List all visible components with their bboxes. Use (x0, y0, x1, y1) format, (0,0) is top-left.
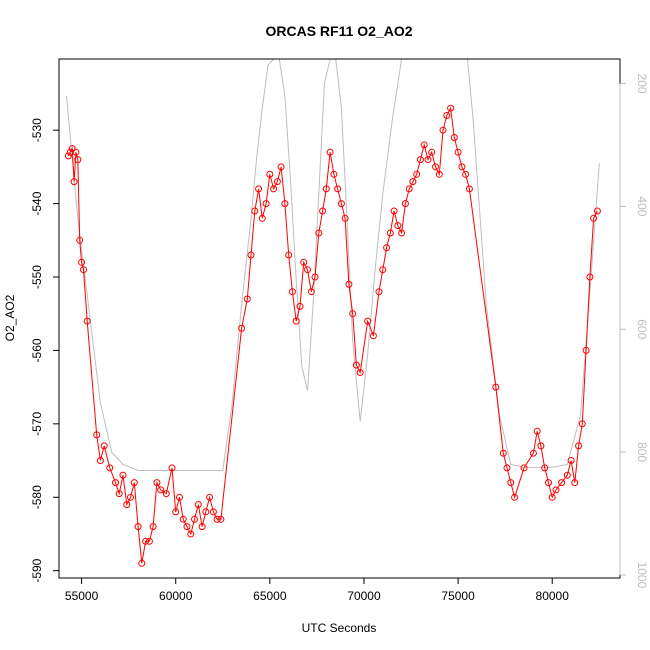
chart-title: ORCAS RF11 O2_AO2 (265, 23, 412, 39)
x-axis: 55000 60000 65000 70000 75000 80000 (65, 578, 569, 603)
y-tick-label: -590 (30, 558, 44, 582)
y2-tick-label: 400 (635, 196, 649, 216)
x-tick-label: 75000 (441, 589, 475, 603)
y-tick-label: -550 (30, 265, 44, 289)
y2-tick-label: 1000 (635, 562, 649, 589)
y-tick-label: -580 (30, 485, 44, 509)
y-axis: -590 -580 -570 -560 -550 -540 -530 (30, 118, 59, 583)
y-tick-label: -530 (30, 118, 44, 142)
pressure-series (67, 59, 600, 471)
y2-tick-label: 800 (635, 442, 649, 462)
x-tick-label: 80000 (536, 589, 570, 603)
x-tick-label: 60000 (159, 589, 193, 603)
y-axis-label: O2_AO2 (3, 294, 17, 341)
o2-series (65, 105, 600, 566)
x-tick-label: 65000 (253, 589, 287, 603)
y2-axis: 200 400 600 800 1000 (620, 74, 649, 589)
pressure-line (67, 59, 600, 471)
y2-tick-label: 600 (635, 319, 649, 339)
y-tick-label: -540 (30, 191, 44, 215)
plot-frame (59, 59, 620, 578)
x-axis-label: UTC Seconds (302, 621, 377, 635)
y2-tick-label: 200 (635, 74, 649, 94)
x-tick-label: 55000 (65, 589, 99, 603)
o2-line (68, 108, 597, 563)
x-tick-label: 70000 (347, 589, 381, 603)
y-tick-label: -570 (30, 412, 44, 436)
y-tick-label: -560 (30, 338, 44, 362)
